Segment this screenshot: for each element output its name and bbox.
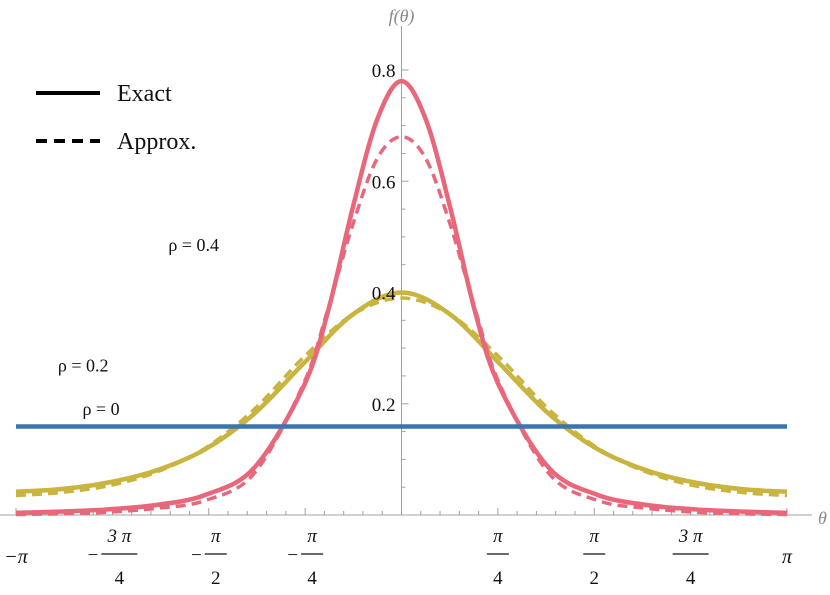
series-annotation: ρ = 0: [82, 399, 119, 419]
series-annotation: ρ = 0.4: [168, 235, 219, 255]
x-tick-denominator: 4: [686, 568, 696, 589]
x-tick-numerator: 3 π: [106, 526, 131, 547]
x-tick-denominator: 2: [211, 568, 221, 589]
legend: Exact Approx.: [36, 81, 196, 155]
x-tick-sign: −: [191, 545, 202, 566]
x-tick-numerator: π: [589, 526, 599, 547]
series-04-approx-line: [15, 134, 788, 517]
legend-label: Exact: [117, 81, 172, 107]
x-tick-denominator: 2: [590, 568, 600, 589]
x-tick-sign: −: [287, 545, 298, 566]
y-tick-label: 0.6: [372, 172, 396, 193]
series-04-exact-line: [15, 78, 788, 516]
x-tick-numerator: π: [307, 526, 317, 547]
x-tick-denominator: 4: [307, 568, 317, 589]
x-tick-denominator: 4: [115, 568, 125, 589]
x-tick-label: −π: [4, 546, 28, 568]
x-tick-numerator: 3 π: [678, 526, 703, 547]
series-annotation: ρ = 0.2: [58, 355, 109, 375]
series-02-exact-line: [15, 290, 788, 494]
y-tick-label: 0.4: [372, 284, 396, 305]
x-tick-numerator: π: [493, 526, 503, 547]
y-tick-label: 0.2: [372, 395, 396, 416]
legend-label: Approx.: [117, 129, 196, 155]
curves: [15, 78, 788, 517]
y-axis-label: f(θ): [389, 6, 415, 27]
axes: [0, 26, 812, 516]
x-tick-numerator: π: [211, 526, 221, 547]
x-tick-denominator: 4: [493, 568, 503, 589]
x-axis-label: θ: [818, 508, 827, 528]
x-tick-label: π: [782, 546, 793, 568]
y-tick-label: 0.8: [372, 61, 396, 82]
x-tick-sign: −: [88, 545, 99, 566]
